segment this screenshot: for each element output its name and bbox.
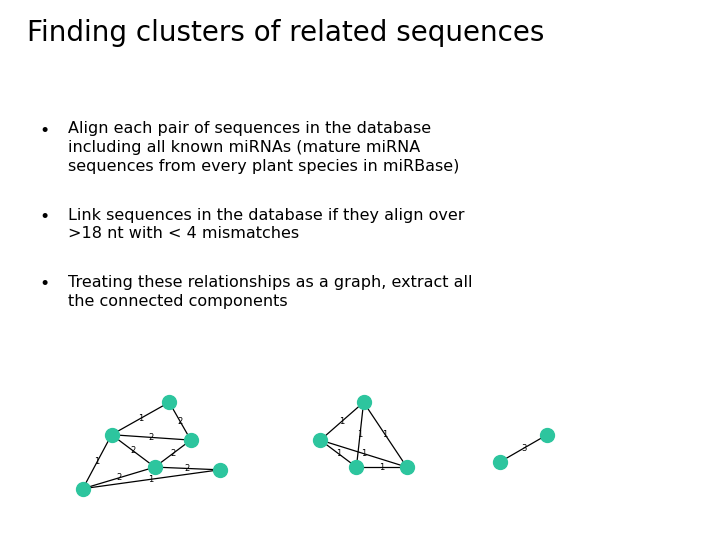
Text: 1: 1 — [148, 475, 154, 484]
Text: 1: 1 — [379, 463, 384, 471]
Text: 2: 2 — [170, 449, 176, 458]
Text: 2: 2 — [130, 447, 136, 455]
Text: 1: 1 — [336, 449, 341, 458]
Text: Finding clusters of related sequences: Finding clusters of related sequences — [27, 19, 545, 47]
Text: 2: 2 — [177, 417, 183, 426]
Text: 2: 2 — [184, 464, 190, 473]
Text: 2: 2 — [148, 433, 154, 442]
Text: 1: 1 — [357, 430, 363, 439]
Text: 2: 2 — [116, 474, 122, 482]
Text: •: • — [40, 275, 50, 293]
Text: Align each pair of sequences in the database
including all known miRNAs (mature : Align each pair of sequences in the data… — [68, 122, 460, 174]
Text: •: • — [40, 208, 50, 226]
Text: 1: 1 — [94, 457, 100, 466]
Text: Treating these relationships as a graph, extract all
the connected components: Treating these relationships as a graph,… — [68, 275, 473, 309]
Text: 1: 1 — [361, 449, 366, 458]
Text: •: • — [40, 122, 50, 139]
Text: 1: 1 — [382, 430, 388, 439]
Text: 3: 3 — [521, 444, 526, 453]
Text: 1: 1 — [138, 414, 143, 423]
Text: 1: 1 — [339, 417, 345, 426]
Text: Link sequences in the database if they align over
>18 nt with < 4 mismatches: Link sequences in the database if they a… — [68, 208, 465, 241]
